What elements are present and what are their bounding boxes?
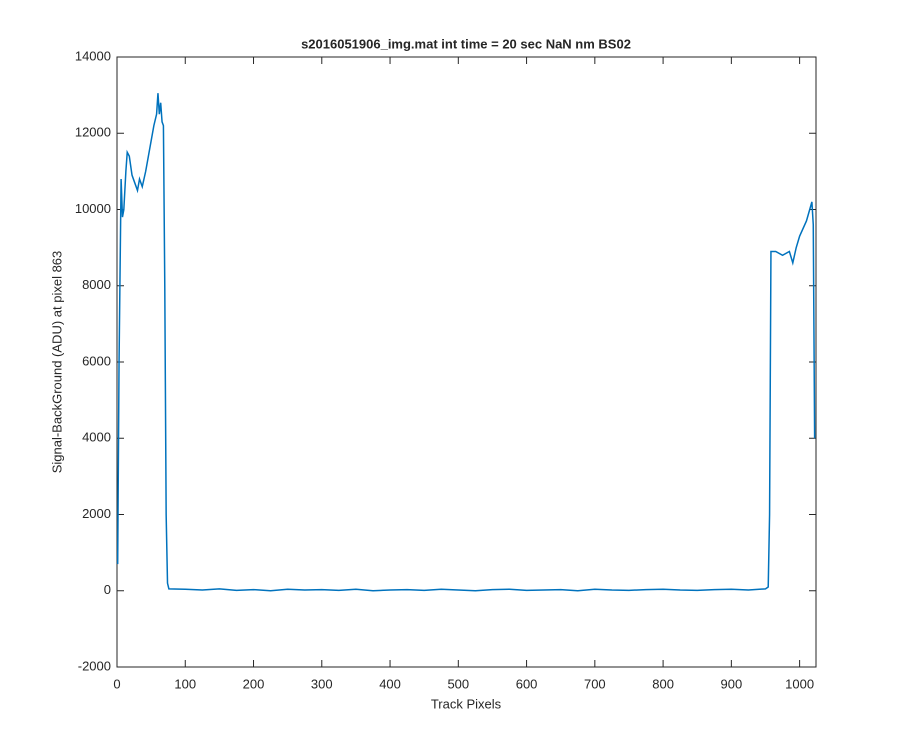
y-tick-label: 12000 [75, 125, 111, 140]
y-tick-label: 0 [104, 582, 111, 597]
x-tick-label: 100 [174, 676, 196, 691]
y-tick-label: -2000 [78, 658, 111, 673]
x-tick-label: 800 [652, 676, 674, 691]
x-tick-label: 0 [113, 676, 120, 691]
x-tick-label: 200 [243, 676, 265, 691]
data-line [116, 93, 816, 592]
x-tick-label: 300 [311, 676, 333, 691]
y-tick-label: 8000 [82, 277, 111, 292]
y-tick-label: 4000 [82, 430, 111, 445]
y-tick-label: 6000 [82, 353, 111, 368]
x-axis-label: Track Pixels [431, 696, 502, 711]
x-tick-label: 500 [447, 676, 469, 691]
y-tick-label: 14000 [75, 48, 111, 63]
x-tick-label: 700 [584, 676, 606, 691]
chart-title: s2016051906_img.mat int time = 20 sec Na… [301, 36, 631, 51]
x-tick-label: 400 [379, 676, 401, 691]
x-tick-label: 1000 [785, 676, 814, 691]
x-tick-label: 900 [721, 676, 743, 691]
y-axis-label: Signal-BackGround (ADU) at pixel 863 [49, 251, 64, 474]
x-tick-label: 600 [516, 676, 538, 691]
y-tick-label: 10000 [75, 201, 111, 216]
y-tick-label: 2000 [82, 506, 111, 521]
